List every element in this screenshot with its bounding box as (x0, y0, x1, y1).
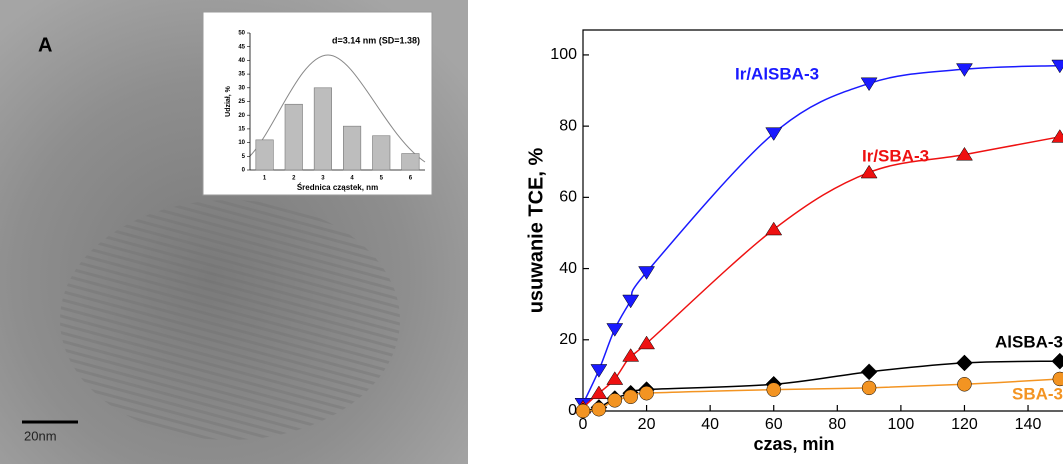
marker (766, 382, 781, 397)
scale-bar-label: 20nm (24, 428, 57, 443)
tem-texture (60, 200, 400, 440)
bar (255, 139, 274, 171)
x-tick-label: 20 (638, 416, 656, 433)
marker (638, 266, 656, 280)
bar (313, 87, 332, 171)
y-tick-label: 5 (242, 154, 246, 160)
x-tick-label: 80 (828, 416, 846, 433)
bar (284, 103, 303, 171)
x-tick-label: 120 (951, 416, 978, 433)
y-tick-label: 10 (238, 140, 245, 146)
y-tick-label: 100 (550, 46, 577, 63)
y-tick-label: 0 (242, 168, 246, 174)
y-tick-label: 45 (238, 44, 245, 50)
y-tick-label: 60 (559, 189, 577, 206)
marker (590, 385, 608, 400)
series-line (582, 360, 1060, 412)
y-tick-label: 30 (238, 85, 245, 91)
x-tick-label: 0 (579, 416, 588, 433)
marker (591, 401, 607, 417)
marker (956, 63, 973, 77)
marker (765, 127, 783, 141)
x-tick-label: 6 (409, 176, 413, 182)
y-tick-label: 40 (238, 58, 245, 64)
marker (575, 403, 591, 419)
plot-frame (582, 29, 1063, 411)
x-tick-label: 60 (765, 416, 783, 433)
bar (343, 125, 362, 171)
marker (639, 385, 654, 401)
annotation: d=3.14 nm (SD=1.38) (332, 35, 420, 45)
y-tick-label: 15 (238, 126, 245, 132)
x-tick-label: 5 (380, 176, 384, 182)
marker (765, 221, 783, 236)
bar (372, 135, 391, 171)
y-tick-label: 50 (238, 31, 245, 37)
gaussian-fit (249, 54, 426, 163)
panel-label: A (38, 34, 52, 56)
marker (1051, 59, 1063, 74)
x-tick-label: 3 (321, 176, 325, 182)
x-axis-label: czas, min (753, 434, 834, 454)
x-tick-label: 2 (292, 176, 296, 182)
marker (623, 389, 638, 405)
y-tick-label: 25 (238, 99, 245, 105)
x-tick-label: 100 (888, 416, 915, 433)
marker (622, 294, 640, 309)
x-axis-label: Średnica cząstek, nm (297, 183, 378, 192)
series-label: Ir/SBA-3 (862, 146, 929, 165)
y-tick-label: 20 (238, 113, 245, 119)
marker (622, 348, 640, 362)
marker (1052, 371, 1063, 387)
x-tick-label: 40 (701, 416, 719, 433)
marker (860, 363, 878, 381)
series-label: AlSBA-3 (995, 332, 1063, 351)
bar (401, 153, 420, 171)
series-label: SBA-3 (1012, 384, 1063, 403)
marker (606, 371, 624, 385)
series-line (582, 378, 1060, 412)
marker (860, 77, 878, 92)
y-tick-label: 80 (559, 117, 577, 134)
marker (1051, 352, 1063, 370)
series-line (582, 64, 1060, 405)
marker (607, 393, 623, 408)
x-tick-label: 1 (263, 176, 267, 182)
marker (957, 377, 972, 392)
y-tick-label: 40 (559, 260, 577, 277)
y-tick-label: 0 (568, 402, 577, 419)
y-axis-label: usuwanie TCE, % (525, 147, 547, 313)
x-tick-label: 140 (1015, 416, 1042, 433)
marker (590, 364, 608, 378)
x-tick-label: 4 (350, 176, 354, 182)
marker (861, 380, 877, 396)
marker (1051, 129, 1063, 143)
marker (860, 164, 878, 179)
y-axis-label: Udział, % (225, 85, 232, 117)
series-line (582, 136, 1060, 408)
y-tick-label: 20 (559, 331, 577, 348)
marker (956, 146, 973, 161)
marker (606, 323, 624, 337)
series-label: Ir/AlSBA-3 (735, 64, 819, 83)
marker (638, 335, 656, 350)
marker (956, 354, 973, 372)
y-tick-label: 35 (238, 72, 245, 78)
